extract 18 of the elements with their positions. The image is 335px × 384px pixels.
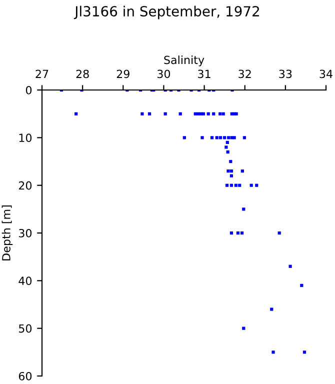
- x-tick-label: 32: [238, 70, 251, 78]
- x-tick-label: 33: [279, 70, 292, 78]
- x-tick-label: 28: [76, 70, 89, 78]
- y-tick-label: 20: [18, 181, 32, 190]
- x-tick-label: 30: [157, 70, 170, 78]
- x-axis-title: Salinity: [164, 56, 204, 66]
- x-tick-label: 31: [198, 70, 210, 78]
- x-tick-label: 27: [36, 70, 48, 78]
- y-tick-label: 30: [18, 228, 32, 238]
- chart-title: Jl3166 in September, 1972: [74, 6, 259, 20]
- x-tick-label: 34: [320, 70, 332, 78]
- y-tick-label: 50: [18, 324, 32, 333]
- y-tick-label: 0: [26, 86, 32, 94]
- y-tick-label: 40: [18, 276, 32, 286]
- y-tick-label: 60: [18, 372, 32, 380]
- y-tick-label: 10: [19, 134, 32, 142]
- x-tick-label: 29: [116, 70, 130, 78]
- y-axis-title: Depth [m]: [2, 206, 13, 260]
